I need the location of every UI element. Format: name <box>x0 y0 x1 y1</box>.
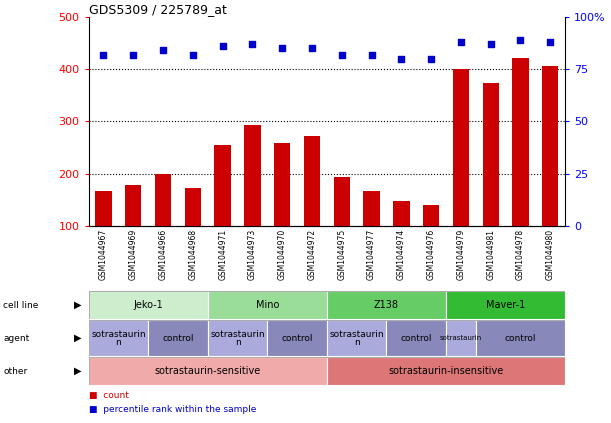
Text: sotrastaurin
n: sotrastaurin n <box>210 330 265 347</box>
Bar <box>89 320 148 356</box>
Bar <box>327 357 565 385</box>
Bar <box>334 177 350 278</box>
Bar <box>364 191 380 278</box>
Text: Jeko-1: Jeko-1 <box>133 300 163 310</box>
Bar <box>327 320 386 356</box>
Bar <box>327 291 446 319</box>
Bar <box>214 146 231 278</box>
Point <box>546 38 555 45</box>
Point <box>307 45 317 52</box>
Bar <box>386 320 446 356</box>
Text: ▶: ▶ <box>74 300 81 310</box>
Bar <box>185 188 201 278</box>
Bar <box>89 357 327 385</box>
Bar <box>453 69 469 278</box>
Bar <box>423 205 439 278</box>
Text: Maver-1: Maver-1 <box>486 300 525 310</box>
Bar <box>446 291 565 319</box>
Text: agent: agent <box>3 334 29 343</box>
Bar <box>268 320 327 356</box>
Text: other: other <box>3 367 27 376</box>
Bar <box>95 191 112 278</box>
Text: ■  count: ■ count <box>89 391 128 400</box>
Point <box>188 51 198 58</box>
Point <box>277 45 287 52</box>
Bar <box>148 320 208 356</box>
Point <box>516 36 525 43</box>
Bar <box>304 136 320 278</box>
Text: ■  percentile rank within the sample: ■ percentile rank within the sample <box>89 405 256 414</box>
Point <box>397 55 406 62</box>
Text: Z138: Z138 <box>374 300 399 310</box>
Text: control: control <box>505 334 536 343</box>
Text: ▶: ▶ <box>74 366 81 376</box>
Text: sotrastaurin
n: sotrastaurin n <box>91 330 145 347</box>
Text: sotrastaurin-sensitive: sotrastaurin-sensitive <box>155 366 261 376</box>
Text: Mino: Mino <box>255 300 279 310</box>
Point <box>486 41 496 47</box>
Bar <box>476 320 565 356</box>
Bar <box>208 291 327 319</box>
Text: control: control <box>400 334 432 343</box>
Text: sotrastaurin
n: sotrastaurin n <box>329 330 384 347</box>
Bar <box>125 185 142 278</box>
Bar <box>244 125 261 278</box>
Text: sotrastaurin-insensitive: sotrastaurin-insensitive <box>389 366 503 376</box>
Bar <box>393 201 409 278</box>
Text: control: control <box>281 334 313 343</box>
Point <box>337 51 346 58</box>
Point <box>456 38 466 45</box>
Bar <box>446 320 476 356</box>
Point <box>128 51 138 58</box>
Bar <box>483 83 499 278</box>
Bar <box>542 66 558 278</box>
Bar <box>155 174 171 278</box>
Point <box>218 43 227 49</box>
Text: cell line: cell line <box>3 301 38 310</box>
Bar <box>274 143 290 278</box>
Point <box>247 41 257 47</box>
Point <box>98 51 108 58</box>
Bar <box>208 320 268 356</box>
Text: ▶: ▶ <box>74 333 81 343</box>
Point <box>426 55 436 62</box>
Bar <box>89 291 208 319</box>
Text: GDS5309 / 225789_at: GDS5309 / 225789_at <box>89 3 227 16</box>
Point <box>158 47 168 54</box>
Bar <box>512 58 529 278</box>
Text: sotrastaurin: sotrastaurin <box>440 335 482 341</box>
Text: control: control <box>162 334 194 343</box>
Point <box>367 51 376 58</box>
